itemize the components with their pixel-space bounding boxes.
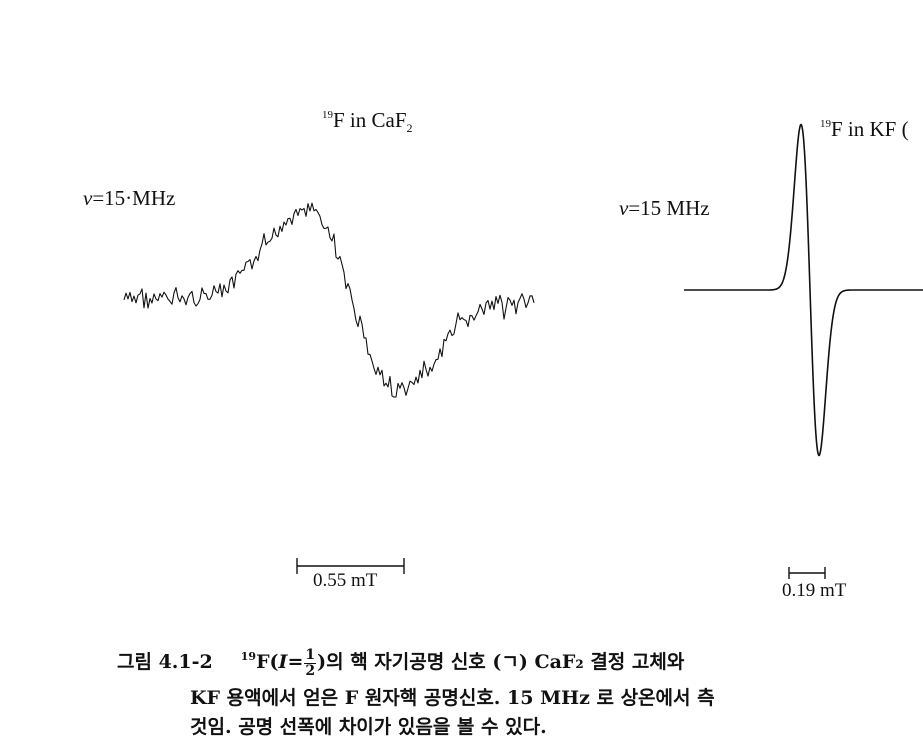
- scale-bar-right: [788, 567, 826, 579]
- left-nucleus-text: F in CaF: [333, 108, 407, 132]
- right-freq-symbol: ν: [619, 196, 629, 220]
- caption-line-2: KF 용액에서 얻은 F 원자핵 공명신호. 15 MHz 로 상온에서 측: [190, 687, 715, 709]
- left-freq-symbol: ν: [83, 186, 93, 210]
- right-scale-label: 0.19 mT: [782, 580, 847, 601]
- right-nucleus-text: F in KF (: [831, 117, 909, 141]
- caption-frac-den: 2: [305, 662, 316, 679]
- right-isotope-mass: 19: [820, 118, 831, 130]
- caption-figure-label: 그림 4.1-2: [117, 651, 213, 673]
- caption-line-3: 것임. 공명 선폭에 차이가 있음을 볼 수 있다.: [190, 716, 547, 738]
- caption-spin-eq: =: [287, 651, 304, 673]
- right-nucleus-label: 19F in KF (: [820, 117, 909, 142]
- left-nucleus-label: 19F in CaF2: [322, 108, 413, 135]
- left-scale-label: 0.55 mT: [313, 570, 378, 591]
- caption-spin-var: I: [278, 651, 288, 673]
- left-frequency-label: ν=15·MHz: [83, 186, 175, 211]
- caption-line1-rest: )의 핵 자기공명 신호 (ㄱ) CaF₂ 결정 고체와: [317, 651, 685, 673]
- left-subscript: 2: [406, 121, 413, 135]
- caption-spin-prefix: F(: [256, 651, 279, 673]
- scale-bar-left: [296, 558, 405, 574]
- caption-isotope-mass: 19: [240, 650, 257, 663]
- left-isotope-mass: 19: [322, 109, 333, 121]
- caption-frac-num: 1: [304, 646, 317, 664]
- nmr-trace-kf: [683, 123, 923, 457]
- caption-line-1: 그림 4.1-2 19F(I= 1 2)의 핵 자기공명 신호 (ㄱ) CaF₂ 결정…: [117, 647, 684, 679]
- left-freq-value: =15·MHz: [92, 186, 176, 210]
- nmr-trace-caf2: [123, 202, 535, 398]
- right-frequency-label: ν=15 MHz: [619, 196, 710, 221]
- right-freq-value: =15 MHz: [628, 196, 710, 220]
